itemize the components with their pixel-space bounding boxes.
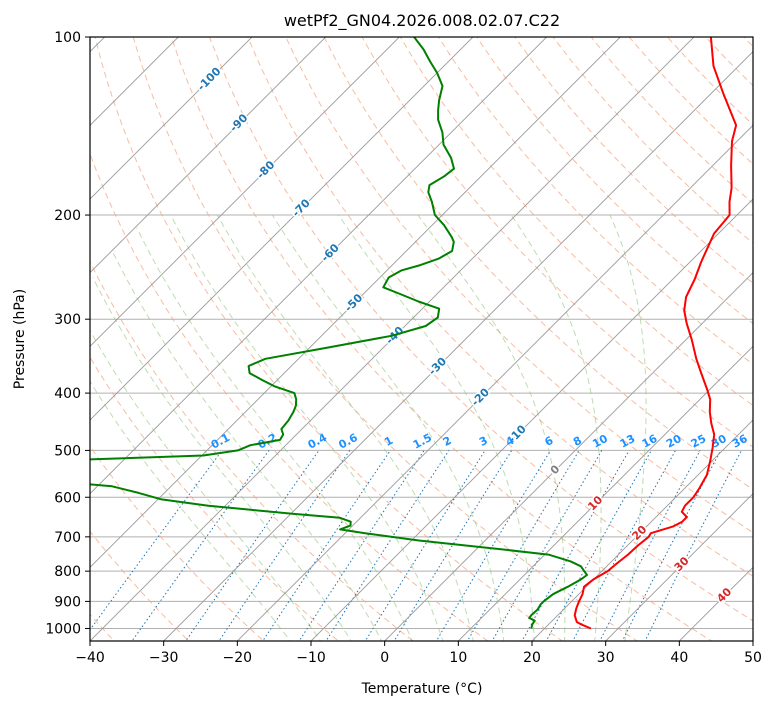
dry-adiabat-line: [514, 37, 753, 284]
isotherm-line: [90, 37, 400, 347]
mixing-ratio-line: [572, 450, 676, 641]
temperature-profile-line: [573, 37, 738, 630]
mixing-ratio-label: 16: [640, 432, 660, 451]
x-tick-label: 50: [744, 650, 762, 666]
moist-adiabat-line: [417, 214, 566, 641]
x-tick-label: 30: [597, 650, 615, 666]
dry-adiabat-line: [90, 260, 414, 641]
dry-adiabat-line: [170, 37, 713, 641]
x-tick-label: −30: [149, 650, 179, 666]
x-axis-ticks: −40 −30 −20 −10 0 10 20 30 40 50: [75, 641, 762, 666]
moist-adiabats: [90, 214, 647, 641]
mixing-ratio-line: [218, 450, 351, 641]
moist-adiabat-line: [609, 214, 647, 641]
x-tick-label: 40: [670, 650, 688, 666]
mixing-ratio-label: 20: [664, 432, 684, 451]
x-axis-label: Temperature (°C): [361, 681, 483, 697]
isotherm-line: [236, 124, 753, 641]
plot-frame: [89, 36, 754, 642]
y-tick-label: 800: [54, 564, 81, 580]
y-tick-label: 400: [54, 386, 81, 402]
moist-adiabat-line: [216, 214, 474, 641]
y-tick-label: 500: [54, 443, 81, 459]
dry-adiabat-line: [132, 37, 638, 641]
y-tick-label: 600: [54, 490, 81, 506]
isotherm-line: [90, 37, 179, 126]
mixing-ratio-line: [90, 450, 223, 631]
mixing-ratio-line: [325, 450, 450, 641]
mixing-ratio-labels: 0.1 0.2 0.4 0.6 1 1.5 2 3 4 6 8 10 13 16 20 25 30 36: [209, 431, 750, 452]
dry-adiabat-line: [247, 37, 753, 577]
moist-adiabat-line: [90, 329, 322, 641]
profile-series: [90, 37, 738, 630]
dewpoint-profile-line: [90, 37, 588, 629]
isotherm-line: [531, 419, 753, 641]
mixing-ratio-label: 13: [618, 432, 638, 451]
mixing-ratio-label: 36: [730, 432, 750, 451]
x-tick-label: 10: [449, 650, 467, 666]
dry-adiabat-line: [90, 445, 265, 641]
pressure-grid: [90, 37, 753, 629]
isotherm-line: [90, 37, 695, 641]
dry-adiabat-line: [90, 530, 190, 641]
isotherm-line: [310, 198, 753, 641]
dry-adiabat-line: [208, 37, 753, 622]
y-tick-label: 100: [54, 30, 81, 46]
moist-adiabat-line: [337, 214, 535, 641]
isotherm-line: [90, 37, 548, 495]
moist-adiabat-line: [510, 214, 602, 641]
isotherm-line: [457, 345, 753, 641]
isotherm-line: [90, 37, 474, 421]
isotherm-line: [90, 37, 327, 274]
y-tick-label: 900: [54, 594, 81, 610]
dry-adiabat-line: [90, 152, 489, 641]
mixing-ratio-line: [298, 450, 425, 641]
mixing-ratio-line: [521, 450, 630, 641]
dry-adiabat-line: [361, 37, 753, 448]
mixing-ratio-line: [364, 450, 486, 641]
mixing-ratio-label: 25: [689, 432, 709, 451]
x-tick-label: 0: [380, 650, 389, 666]
dry-adiabat-line: [323, 37, 753, 491]
mixing-ratio-lines: [90, 450, 742, 641]
y-axis-ticks: 100 200 300 400 500 600 700 800 900 1000: [45, 30, 90, 637]
mixing-ratio-line: [262, 450, 391, 641]
y-tick-label: 700: [54, 530, 81, 546]
isotherm-line: [384, 272, 753, 641]
isotherm-line: [163, 51, 753, 641]
x-tick-label: 20: [523, 650, 541, 666]
dry-adiabat-line: [90, 356, 339, 641]
isotherm-line: [90, 37, 621, 568]
y-axis-label: Pressure (hPa): [12, 289, 28, 389]
mixing-ratio-label: 10: [590, 432, 610, 451]
moist-adiabat-line: [111, 250, 383, 641]
mixing-ratio-line: [393, 450, 513, 641]
y-tick-label: 1000: [45, 621, 81, 637]
y-tick-label: 200: [54, 208, 81, 224]
x-tick-label: −40: [75, 650, 105, 666]
dry-adiabat-line: [476, 37, 753, 325]
isotherm-line: [90, 37, 253, 200]
x-tick-label: −10: [296, 650, 326, 666]
chart-title: wetPf2_GN04.2026.008.02.07.C22: [284, 11, 560, 31]
mixing-ratio-line: [435, 450, 552, 641]
x-tick-label: −20: [223, 650, 253, 666]
y-tick-label: 300: [54, 312, 81, 328]
dry-adiabat-line: [94, 37, 564, 641]
moist-adiabat-line: [136, 227, 413, 641]
mixing-ratio-line: [131, 450, 270, 641]
isotherm-line: [605, 493, 753, 641]
isotherms: [90, 37, 753, 641]
moist-adiabat-line: [90, 380, 291, 641]
moist-adiabat-line: [92, 277, 352, 641]
mixing-ratio-line: [466, 450, 580, 641]
